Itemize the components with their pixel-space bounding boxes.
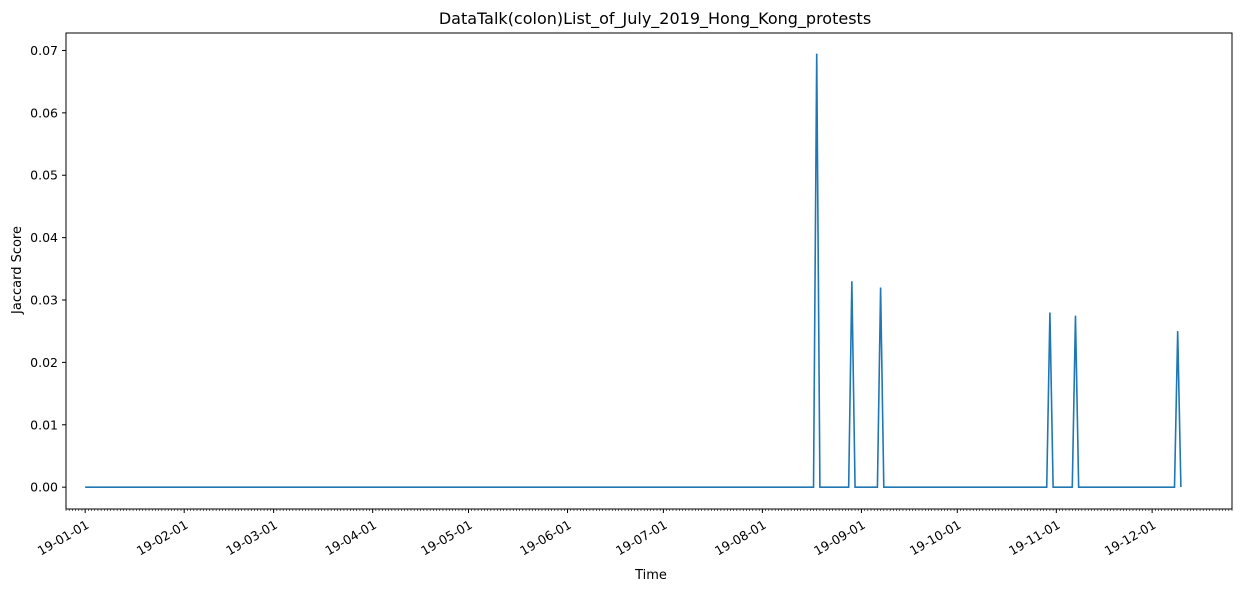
x-tick-label: 19-09-01: [811, 517, 868, 558]
x-tick-label: 19-11-01: [1006, 517, 1063, 558]
y-tick-label: 0.07: [30, 43, 58, 58]
y-tick-label: 0.05: [30, 168, 58, 183]
x-tick-label: 19-06-01: [517, 517, 574, 558]
plot-frame: [65, 32, 1233, 510]
x-tick-label: 19-08-01: [712, 517, 769, 558]
x-tick-label: 19-10-01: [907, 517, 964, 558]
x-tick-label: 19-04-01: [322, 517, 379, 558]
x-tick-label: 19-07-01: [613, 517, 670, 558]
y-tick-label: 0.03: [30, 293, 58, 308]
x-tick-label: 19-05-01: [418, 517, 475, 558]
series-line: [85, 53, 1182, 488]
series-layer: [85, 53, 1182, 488]
y-tick-label: 0.06: [30, 105, 58, 120]
x-axis-label: Time: [634, 568, 667, 583]
y-axis: 0.00 0.01 0.02 0.03 0.04 0.05 0.06 0.07: [30, 43, 66, 495]
y-tick-label: 0.01: [30, 417, 58, 432]
y-tick-label: 0.04: [30, 230, 58, 245]
chart-title: DataTalk(colon)List_of_July_2019_Hong_Ko…: [439, 9, 871, 29]
x-tick-label: 19-03-01: [223, 517, 280, 558]
plot-border: [65, 32, 1233, 510]
x-tick-label: 19-01-01: [35, 517, 92, 558]
x-axis: 19-01-01 19-02-01 19-03-01 19-04-01 19-05-01…: [35, 509, 1233, 558]
y-axis-label: Jaccard Score: [10, 226, 25, 315]
x-tick-label: 19-12-01: [1102, 517, 1159, 558]
y-tick-label: 0.02: [30, 355, 58, 370]
y-tick-label: 0.00: [30, 480, 58, 495]
x-tick-label: 19-02-01: [134, 517, 191, 558]
